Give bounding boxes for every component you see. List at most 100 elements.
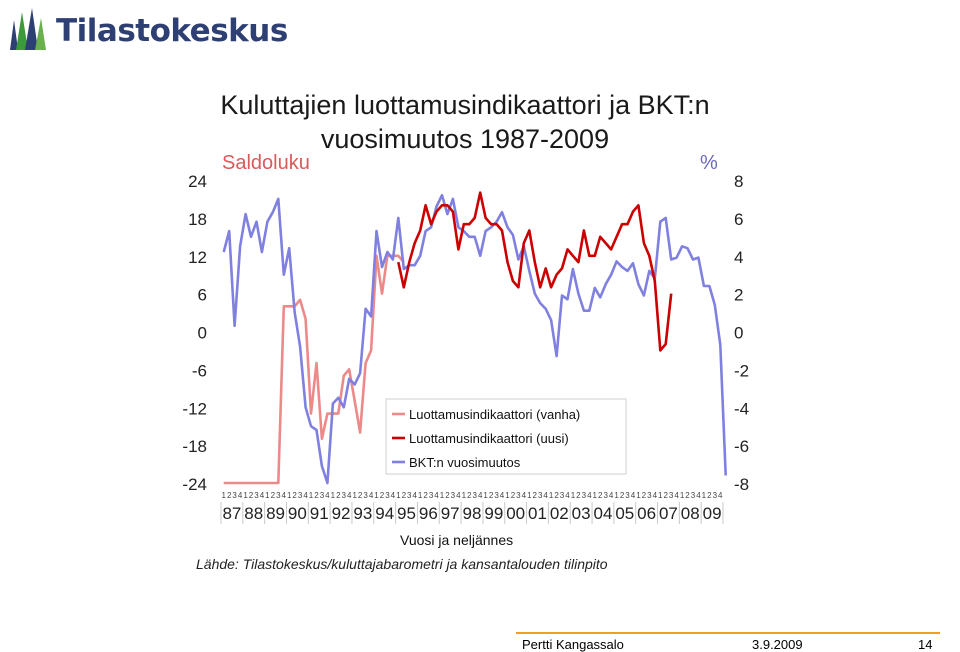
year-label: 06 (637, 504, 656, 523)
quarter-label: 3 (647, 491, 652, 500)
quarter-label: 3 (342, 491, 347, 500)
quarter-label: 1 (614, 491, 619, 500)
quarter-label: 4 (522, 491, 527, 500)
left-tick-label: 12 (188, 248, 207, 267)
right-tick-label: -4 (734, 399, 749, 418)
quarter-label: 2 (489, 491, 494, 500)
right-tick-label: -8 (734, 475, 749, 494)
quarter-label: 2 (554, 491, 559, 500)
quarter-label: 4 (238, 491, 243, 500)
quarter-label: 2 (314, 491, 319, 500)
quarter-label: 4 (674, 491, 679, 500)
quarter-label: 4 (456, 491, 461, 500)
quarter-label: 1 (243, 491, 248, 500)
year-label: 95 (397, 504, 416, 523)
quarter-label: 1 (352, 491, 357, 500)
quarter-label: 1 (549, 491, 554, 500)
quarter-label: 1 (505, 491, 510, 500)
quarter-label: 3 (320, 491, 325, 500)
quarter-label: 1 (287, 491, 292, 500)
quarter-label: 4 (260, 491, 265, 500)
quarter-label: 4 (543, 491, 548, 500)
quarter-label: 4 (391, 491, 396, 500)
quarter-label: 1 (418, 491, 423, 500)
year-label: 89 (266, 504, 285, 523)
quarter-label: 1 (636, 491, 641, 500)
legend-label: Luottamusindikaattori (vanha) (409, 407, 580, 422)
line-uusi (397, 191, 673, 352)
left-tick-label: -24 (182, 475, 207, 494)
year-label: 07 (659, 504, 678, 523)
right-axis-label: % (700, 152, 718, 174)
left-tick-label: 6 (198, 286, 207, 305)
quarter-label: 3 (538, 491, 543, 500)
quarter-label: 1 (331, 491, 336, 500)
quarter-label: 2 (663, 491, 668, 500)
right-tick-label: -6 (734, 437, 749, 456)
year-label: 97 (441, 504, 460, 523)
year-label: 93 (353, 504, 372, 523)
quarter-label: 3 (232, 491, 237, 500)
quarter-label: 2 (402, 491, 407, 500)
year-label: 03 (572, 504, 591, 523)
quarter-label: 2 (358, 491, 363, 500)
quarter-label: 3 (254, 491, 259, 500)
quarter-label: 4 (347, 491, 352, 500)
footer-divider (516, 632, 940, 634)
quarter-label: 1 (374, 491, 379, 500)
chart-title: Kuluttajien luottamusindikaattori ja BKT… (220, 90, 710, 154)
quarter-label: 2 (642, 491, 647, 500)
quarter-label: 4 (434, 491, 439, 500)
quarter-label: 2 (380, 491, 385, 500)
quarter-label: 3 (276, 491, 281, 500)
logo: Tilastokeskus (6, 6, 288, 56)
legend-label: BKT:n vuosimuutos (409, 455, 521, 470)
quarter-label: 1 (396, 491, 401, 500)
quarter-label: 4 (369, 491, 374, 500)
footer-author: Pertti Kangassalo (522, 637, 624, 652)
year-label: 87 (222, 504, 241, 523)
quarter-label: 1 (222, 491, 227, 500)
quarter-label: 4 (718, 491, 723, 500)
quarter-label: 4 (478, 491, 483, 500)
year-label: 90 (288, 504, 307, 523)
quarter-label: 4 (282, 491, 287, 500)
quarter-label: 4 (653, 491, 658, 500)
footer-page: 14 (918, 637, 933, 652)
quarter-label: 2 (445, 491, 450, 500)
quarter-label: 2 (423, 491, 428, 500)
year-label: 04 (593, 504, 612, 523)
year-label: 92 (332, 504, 351, 523)
left-tick-label: 18 (188, 210, 207, 229)
left-tick-label: -18 (182, 437, 207, 456)
quarter-label: 3 (669, 491, 674, 500)
line-bkt (222, 193, 727, 485)
quarter-label: 3 (713, 491, 718, 500)
year-label: 99 (484, 504, 503, 523)
year-label: 02 (550, 504, 569, 523)
quarter-label: 4 (587, 491, 592, 500)
quarter-label: 2 (598, 491, 603, 500)
legend-box (385, 398, 627, 475)
quarter-label: 3 (429, 491, 434, 500)
quarter-label: 3 (407, 491, 412, 500)
year-label: 09 (703, 504, 722, 523)
year-label: 00 (506, 504, 525, 523)
quarter-label: 3 (625, 491, 630, 500)
left-tick-label: -6 (192, 361, 207, 380)
legend-label: Luottamusindikaattori (uusi) (409, 431, 569, 446)
year-label: 91 (310, 504, 329, 523)
left-tick-label: 0 (198, 324, 207, 343)
quarter-label: 2 (576, 491, 581, 500)
year-label: 08 (681, 504, 700, 523)
year-label: 98 (463, 504, 482, 523)
quarter-label: 1 (483, 491, 488, 500)
year-label: 01 (528, 504, 547, 523)
logo-text: Tilastokeskus (56, 13, 288, 49)
left-tick-label: -12 (182, 399, 207, 418)
right-tick-label: 6 (734, 210, 743, 229)
quarter-label: 3 (385, 491, 390, 500)
right-tick-label: 4 (734, 248, 743, 267)
quarter-label: 4 (303, 491, 308, 500)
